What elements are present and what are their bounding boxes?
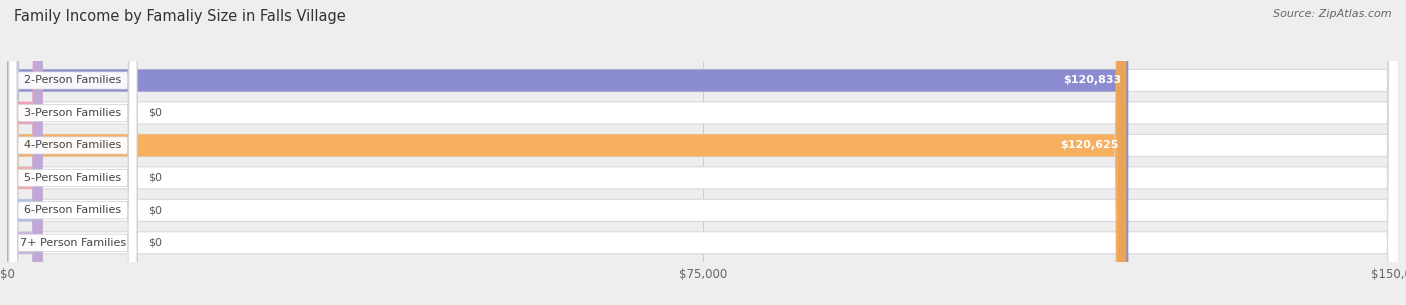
FancyBboxPatch shape xyxy=(7,0,1126,305)
FancyBboxPatch shape xyxy=(7,0,1128,305)
Text: 7+ Person Families: 7+ Person Families xyxy=(20,238,127,248)
FancyBboxPatch shape xyxy=(8,0,136,305)
FancyBboxPatch shape xyxy=(8,0,136,305)
Text: Source: ZipAtlas.com: Source: ZipAtlas.com xyxy=(1274,9,1392,19)
FancyBboxPatch shape xyxy=(7,0,42,305)
Text: 4-Person Families: 4-Person Families xyxy=(24,140,121,150)
Text: $120,833: $120,833 xyxy=(1063,75,1121,85)
Text: $0: $0 xyxy=(148,108,162,118)
FancyBboxPatch shape xyxy=(8,0,136,305)
Text: $0: $0 xyxy=(148,238,162,248)
FancyBboxPatch shape xyxy=(7,0,42,305)
Text: 5-Person Families: 5-Person Families xyxy=(24,173,121,183)
FancyBboxPatch shape xyxy=(7,0,1399,305)
FancyBboxPatch shape xyxy=(7,0,1399,305)
FancyBboxPatch shape xyxy=(8,0,136,305)
Text: Family Income by Famaliy Size in Falls Village: Family Income by Famaliy Size in Falls V… xyxy=(14,9,346,24)
Text: $0: $0 xyxy=(148,205,162,215)
Text: $120,625: $120,625 xyxy=(1060,140,1119,150)
FancyBboxPatch shape xyxy=(7,0,1399,305)
FancyBboxPatch shape xyxy=(7,0,42,305)
FancyBboxPatch shape xyxy=(7,0,1399,305)
Text: 6-Person Families: 6-Person Families xyxy=(24,205,121,215)
FancyBboxPatch shape xyxy=(7,0,1399,305)
FancyBboxPatch shape xyxy=(7,0,42,305)
Text: 2-Person Families: 2-Person Families xyxy=(24,75,121,85)
Text: $0: $0 xyxy=(148,173,162,183)
FancyBboxPatch shape xyxy=(7,0,1399,305)
Text: 3-Person Families: 3-Person Families xyxy=(24,108,121,118)
FancyBboxPatch shape xyxy=(8,0,136,305)
FancyBboxPatch shape xyxy=(8,0,136,305)
